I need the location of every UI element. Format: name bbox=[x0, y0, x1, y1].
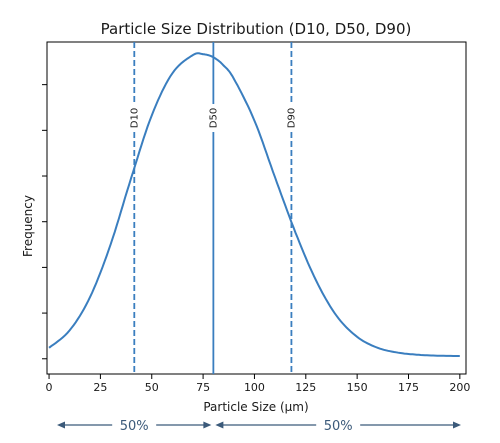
arrow-head-right-icon bbox=[203, 421, 212, 429]
x-axis-label: Particle Size (µm) bbox=[203, 400, 308, 414]
split-label-upper: 50% bbox=[324, 419, 353, 434]
distribution-curve bbox=[48, 52, 460, 357]
x-tick-label: 50 bbox=[145, 381, 159, 394]
marker-label-d10: D10 bbox=[129, 108, 140, 128]
chart-title: Particle Size Distribution (D10, D50, D9… bbox=[101, 20, 412, 38]
arrow-head-left-icon bbox=[57, 421, 65, 429]
x-tick-label: 0 bbox=[46, 381, 53, 394]
y-axis-label: Frequency bbox=[21, 195, 35, 257]
marker-label-bg bbox=[127, 104, 142, 132]
x-tick-label: 150 bbox=[347, 381, 368, 394]
x-tick-label: 125 bbox=[295, 381, 316, 394]
x-tick-label: 200 bbox=[449, 381, 470, 394]
split-annotation: 50% 50% bbox=[57, 419, 461, 434]
split-label-lower: 50% bbox=[120, 419, 149, 434]
plot-frame bbox=[46, 41, 467, 375]
marker-label-d90: D90 bbox=[286, 108, 297, 128]
arrow-head-right-icon bbox=[453, 421, 461, 429]
marker-label-bg bbox=[206, 104, 221, 132]
x-tick-label: 25 bbox=[93, 381, 107, 394]
x-tick-label: 75 bbox=[196, 381, 210, 394]
marker-label-d50: D50 bbox=[208, 108, 219, 128]
x-tick-label: 175 bbox=[398, 381, 419, 394]
x-tick-label: 100 bbox=[244, 381, 265, 394]
marker-label-bg bbox=[284, 104, 299, 132]
arrow-head-left-icon bbox=[215, 421, 224, 429]
